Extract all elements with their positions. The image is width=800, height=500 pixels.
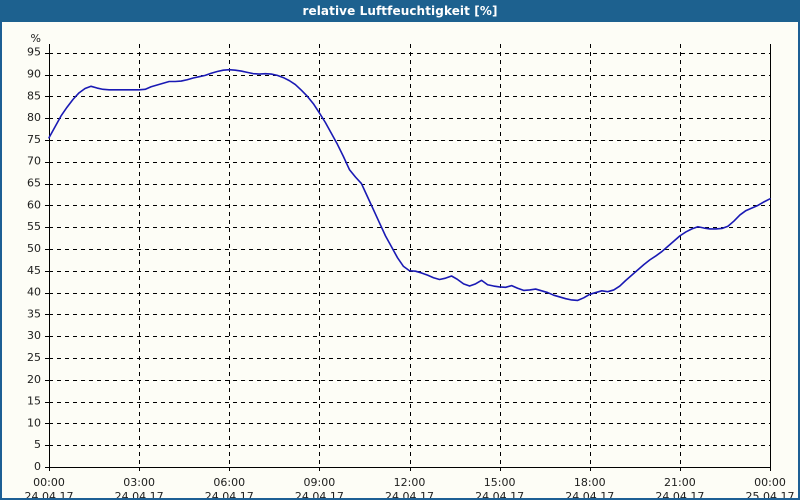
- x-tick-time-label: 15:00: [484, 476, 516, 489]
- x-tick-time-label: 06:00: [213, 476, 245, 489]
- chart-canvas: 0 5 10 15 20 25 30 35 40 45 50 55 60 65 70 75 80 85 90 95 0…: [2, 22, 798, 498]
- humidity-series-line: [48, 68, 771, 302]
- humidity-line-chart: 0 5 10 15 20 25 30 35 40 45 50 55 60 65 70 75 80 85 90 95 0…: [2, 22, 798, 498]
- x-tick-time-label: 12:00: [394, 476, 426, 489]
- x-axis-tick-labels: 00:0024.04.1703:0024.04.1706:0024.04.170…: [25, 476, 795, 498]
- x-tick-date-label: 24.04.17: [565, 490, 614, 498]
- x-tick-date-label: 24.04.17: [115, 490, 164, 498]
- x-tick-time-label: 18:00: [574, 476, 606, 489]
- axis-lines: [48, 44, 772, 469]
- y-tick-label: 50: [27, 242, 41, 255]
- y-tick-label: 35: [27, 307, 41, 320]
- axis-frame: [48, 44, 771, 469]
- x-tick-time-label: 00:00: [33, 476, 65, 489]
- y-tick-label: 5: [34, 438, 41, 451]
- y-axis-tick-labels: 0 5 10 15 20 25 30 35 40 45 50 55 60 65 70 75 80 85 90 95: [27, 46, 41, 473]
- y-tick-label: 30: [27, 329, 41, 342]
- x-tick-time-label: 03:00: [123, 476, 155, 489]
- x-tick-date-label: 24.04.17: [205, 490, 254, 498]
- y-axis-unit-label: %: [31, 32, 41, 45]
- x-tick-date-label: 24.04.17: [655, 490, 704, 498]
- y-tick-label: 95: [27, 46, 41, 59]
- y-tick-label: 70: [27, 155, 41, 168]
- x-tick-time-label: 21:00: [664, 476, 696, 489]
- y-tick-label: 90: [27, 68, 41, 81]
- vertical-gridlines: [139, 44, 681, 467]
- y-tick-label: 0: [34, 460, 41, 473]
- y-tick-label: 65: [27, 177, 41, 190]
- window-title-bar: relative Luftfeuchtigkeit [%]: [0, 0, 800, 22]
- y-tick-label: 15: [27, 395, 41, 408]
- y-tick-label: 55: [27, 220, 41, 233]
- x-tick-time-label: 09:00: [304, 476, 336, 489]
- y-tick-label: 80: [27, 111, 41, 124]
- x-tick-date-label: 24.04.17: [25, 490, 74, 498]
- y-tick-label: 40: [27, 286, 41, 299]
- x-tick-date-label: 25.04.17: [746, 490, 795, 498]
- x-tick-date-label: 24.04.17: [385, 490, 434, 498]
- x-tick-date-label: 24.04.17: [295, 490, 344, 498]
- y-tick-label: 10: [27, 416, 41, 429]
- x-tick-date-label: 24.04.17: [475, 490, 524, 498]
- y-tick-label: 25: [27, 351, 41, 364]
- y-tick-label: 60: [27, 198, 41, 211]
- page-title: relative Luftfeuchtigkeit [%]: [302, 4, 498, 18]
- y-tick-label: 20: [27, 373, 41, 386]
- x-tick-time-label: 00:00: [754, 476, 786, 489]
- y-tick-label: 45: [27, 264, 41, 277]
- horizontal-gridlines: [49, 53, 770, 446]
- y-tick-label: 75: [27, 133, 41, 146]
- y-tick-label: 85: [27, 89, 41, 102]
